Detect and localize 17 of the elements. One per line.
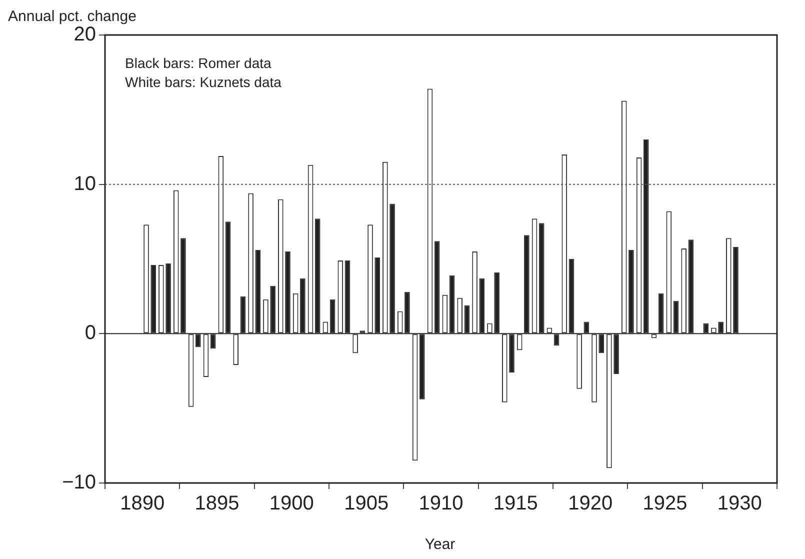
x-axis-title: Year — [424, 536, 456, 553]
x-tick-label: 1900 — [269, 492, 314, 515]
x-tick-label: 1920 — [568, 492, 613, 515]
y-tick-label: −10 — [62, 472, 96, 494]
y-tick-label: 0 — [84, 322, 96, 344]
x-tick-label: 1925 — [642, 492, 688, 515]
x-tick-label: 1930 — [717, 492, 762, 515]
x-tick-label: 1890 — [120, 492, 165, 515]
y-axis-title: Annual pct. change — [8, 8, 136, 25]
annotation: White bars: Kuznets data — [125, 74, 282, 90]
y-tick-label: 20 — [74, 24, 96, 46]
annotation: Black bars: Romer data — [125, 54, 272, 71]
x-tick-label: 1895 — [194, 492, 240, 515]
y-tick-label: 10 — [74, 172, 96, 195]
x-tick-label: 1915 — [493, 492, 538, 515]
x-tick-label: 1910 — [418, 492, 464, 515]
x-tick-label: 1905 — [344, 492, 389, 515]
